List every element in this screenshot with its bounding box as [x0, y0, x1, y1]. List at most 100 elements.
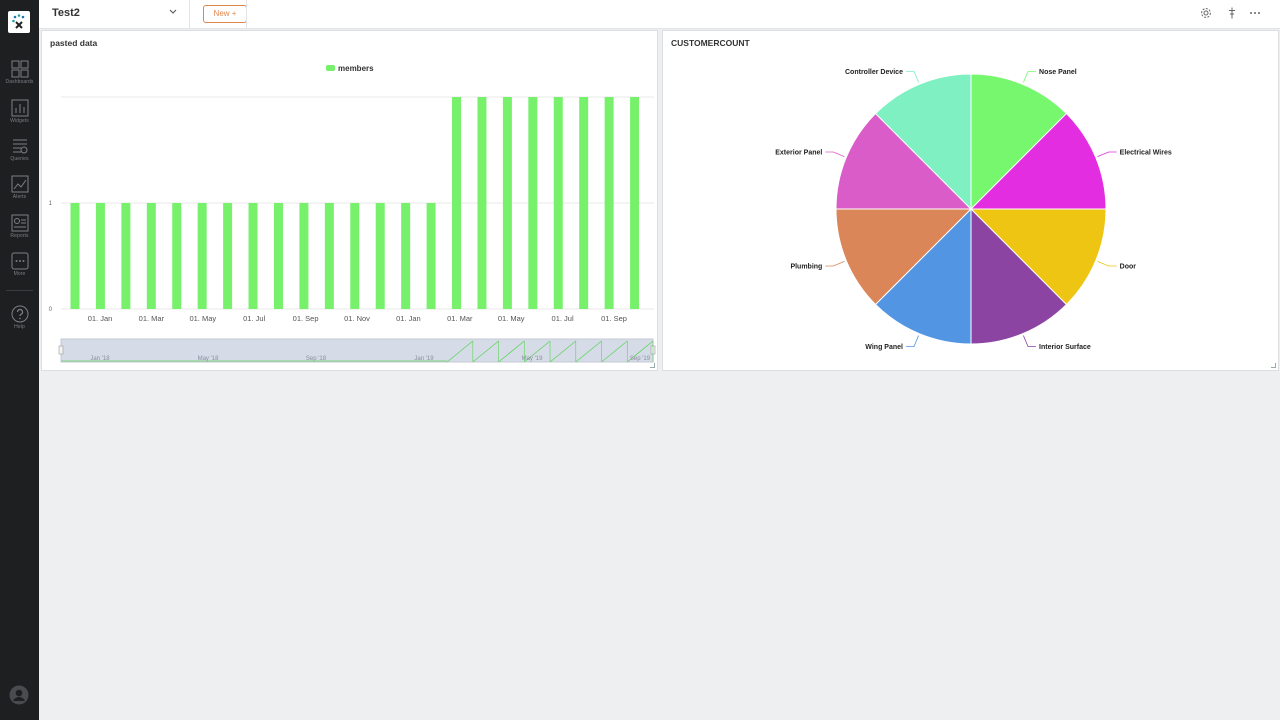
sidebar-item-dashboards[interactable]: Dashboards: [0, 60, 39, 85]
bar: [579, 97, 589, 309]
bar: [324, 203, 334, 309]
sidebar: Dashboards Widgets Queries Alerts Report…: [0, 0, 39, 720]
resize-handle[interactable]: [650, 363, 655, 368]
pie-label: Door: [1120, 264, 1137, 271]
new-button[interactable]: New +: [203, 5, 247, 23]
sidebar-item-help[interactable]: Help: [0, 305, 39, 330]
bar: [477, 97, 487, 309]
reports-icon: [11, 214, 28, 232]
dashboards-icon: [11, 60, 28, 78]
pie-label: Nose Panel: [1039, 69, 1077, 76]
pie-label: Interior Surface: [1039, 344, 1091, 351]
bar-chart: 0 1 01. Jan 01. Mar 01. May 01. Jul 01. Sep 01.…: [49, 96, 656, 363]
pie-connector: [905, 335, 919, 348]
app-logo[interactable]: [8, 11, 30, 33]
sidebar-item-alerts[interactable]: Alerts: [0, 175, 39, 200]
pie-label: Exterior Panel: [775, 149, 822, 156]
pie-slice: [969, 208, 1107, 306]
help-icon: [11, 305, 28, 323]
pie-connector: [825, 151, 845, 157]
alerts-icon: [11, 175, 28, 193]
pie-label: Electrical Wires: [1120, 149, 1172, 156]
filter-icon[interactable]: [1226, 7, 1238, 19]
navigator-series: [627, 340, 654, 363]
sidebar-divider: [6, 290, 33, 291]
pie-connector: [1023, 335, 1037, 348]
bar: [350, 203, 360, 309]
widget-pie-chart[interactable]: CUSTOMERCOUNT Nose Panel Electrical Wires…: [662, 30, 1279, 371]
bar: [95, 203, 105, 309]
sidebar-label: Help: [14, 324, 25, 330]
more-options-icon[interactable]: [1249, 11, 1261, 15]
navigator-label: Sep '19: [630, 356, 651, 362]
bar: [528, 97, 538, 309]
bar: [121, 203, 131, 309]
x-tick-label: 01. May: [498, 314, 525, 323]
navigator-handle-left: [58, 345, 64, 355]
gear-icon[interactable]: [1200, 7, 1212, 19]
sidebar-item-reports[interactable]: Reports: [0, 214, 39, 239]
sidebar-item-widgets[interactable]: Widgets: [0, 99, 39, 124]
bar: [630, 97, 640, 309]
bar: [197, 203, 207, 309]
bar: [553, 97, 563, 309]
sidebar-item-queries[interactable]: Queries: [0, 137, 39, 162]
widget-title: pasted data: [50, 38, 98, 48]
navigator-label: Jan '18: [90, 356, 110, 362]
queries-icon: [12, 139, 27, 154]
pie-slice: [874, 207, 972, 345]
bar: [299, 203, 309, 309]
y-tick-label: 1: [49, 201, 53, 207]
x-tick-label: 01. Mar: [447, 314, 473, 323]
bar: [248, 203, 258, 309]
pie-chart: Nose Panel Electrical Wires Door Interior S…: [775, 69, 1172, 351]
pie-slice: [874, 73, 972, 211]
navigator-label: Jan '19: [414, 356, 434, 362]
navigator-label: May '18: [198, 356, 219, 362]
navigator-series: [472, 340, 499, 363]
more-icon: [11, 252, 28, 270]
pie-label: Plumbing: [790, 264, 822, 271]
y-tick-label: 0: [49, 307, 53, 313]
x-tick-label: 01. May: [189, 314, 216, 323]
resize-handle[interactable]: [1271, 363, 1276, 368]
x-tick-label: 01. Mar: [139, 314, 165, 323]
sidebar-label: Queries: [10, 156, 29, 162]
pie-connector: [825, 261, 845, 267]
bar: [223, 203, 233, 309]
navigator-series: [446, 340, 474, 363]
bar: [146, 203, 156, 309]
widget-bar-chart[interactable]: pasted data members 0 1 01. Jan 01. Mar 01. …: [41, 30, 658, 371]
chart-legend[interactable]: members: [326, 64, 374, 73]
bar: [70, 203, 80, 309]
navigator-label: Sep '18: [306, 356, 327, 362]
navigator-series: [498, 340, 525, 363]
pie-label: Controller Device: [845, 69, 903, 76]
pie-connector: [1023, 70, 1037, 83]
sidebar-item-more[interactable]: More: [0, 252, 39, 277]
pie-connector: [1097, 261, 1117, 267]
bar: [502, 97, 512, 309]
x-tick-label: 01. Sep: [601, 314, 627, 323]
pie-label: Wing Panel: [865, 344, 903, 351]
x-tick-label: 01. Jan: [88, 314, 113, 323]
navigator-series: [575, 340, 602, 363]
sidebar-label: Widgets: [10, 118, 29, 124]
sidebar-label: More: [13, 271, 26, 277]
x-tick-label: 01. Jul: [243, 314, 265, 323]
x-tick-label: 01. Jan: [396, 314, 421, 323]
user-avatar[interactable]: [9, 685, 29, 710]
pie-slice: [970, 207, 1068, 345]
legend-swatch: [326, 65, 335, 71]
navigator-label: May '19: [522, 356, 543, 362]
pie-slice: [835, 208, 973, 306]
widget-title: CUSTOMERCOUNT: [671, 38, 750, 48]
sidebar-label: Reports: [10, 233, 29, 239]
dashboard-select[interactable]: Test2: [39, 0, 190, 28]
bar: [172, 203, 182, 309]
bar: [273, 203, 283, 309]
pie-slice: [970, 73, 1068, 211]
bar: [452, 97, 462, 309]
legend-label: members: [338, 64, 374, 73]
bar: [375, 203, 385, 309]
